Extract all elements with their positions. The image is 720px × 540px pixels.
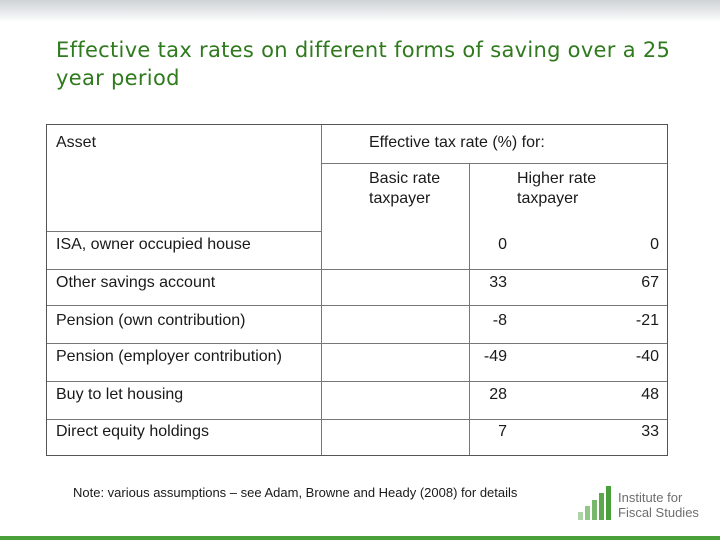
ifs-logo: Institute for Fiscal Studies (578, 484, 708, 524)
header-effective-tax-rate: Effective tax rate (%) for: (369, 134, 545, 151)
table-row-asset: Pension (own contribution) (56, 312, 246, 329)
header-asset: Asset (56, 134, 97, 151)
table-row-higher: -40 (635, 348, 659, 365)
tax-rate-table: Asset Effective tax rate (%) for: Basic … (46, 124, 668, 456)
table-rule (321, 125, 322, 455)
table-rule (47, 305, 667, 306)
footnote: Note: various assumptions – see Adam, Br… (73, 485, 518, 500)
table-rule (47, 231, 321, 232)
table-rule (321, 163, 667, 164)
table-row-basic: -8 (492, 312, 507, 329)
table-row-basic: -49 (483, 348, 507, 365)
table-row-higher: -21 (635, 312, 659, 329)
table-row-basic: 0 (498, 236, 507, 253)
table-rule (47, 381, 667, 382)
table-row-higher: 48 (641, 386, 659, 403)
bottom-accent-line (0, 536, 720, 540)
top-gradient-band (0, 0, 720, 22)
table-row-higher: 0 (650, 236, 659, 253)
table-row-asset: Other savings account (56, 274, 216, 291)
table-rule (47, 343, 667, 344)
logo-text: Institute for Fiscal Studies (618, 490, 699, 520)
header-basic-rate: Basic rate taxpayer (369, 170, 441, 207)
table-rule (47, 419, 667, 420)
logo-bar (592, 500, 597, 520)
table-row-higher: 67 (641, 274, 659, 291)
logo-bar (606, 486, 611, 520)
table-row-asset: Pension (employer contribution) (56, 348, 282, 365)
table-rule (469, 163, 470, 455)
table-row-asset: Direct equity holdings (56, 423, 209, 440)
table-row-higher: 33 (641, 423, 659, 440)
table-row-basic: 33 (489, 274, 507, 291)
table-row-basic: 28 (489, 386, 507, 403)
logo-bar (578, 512, 583, 520)
bar-chart-logo-icon (578, 484, 614, 520)
logo-bar (599, 493, 604, 520)
slide-title: Effective tax rates on different forms o… (56, 38, 671, 90)
table-row-asset: ISA, owner occupied house (56, 236, 251, 253)
header-higher-rate: Higher rate taxpayer (517, 170, 597, 207)
logo-bar (585, 506, 590, 520)
table-rule (47, 269, 667, 270)
table-row-basic: 7 (498, 423, 507, 440)
table-row-asset: Buy to let housing (56, 386, 184, 403)
